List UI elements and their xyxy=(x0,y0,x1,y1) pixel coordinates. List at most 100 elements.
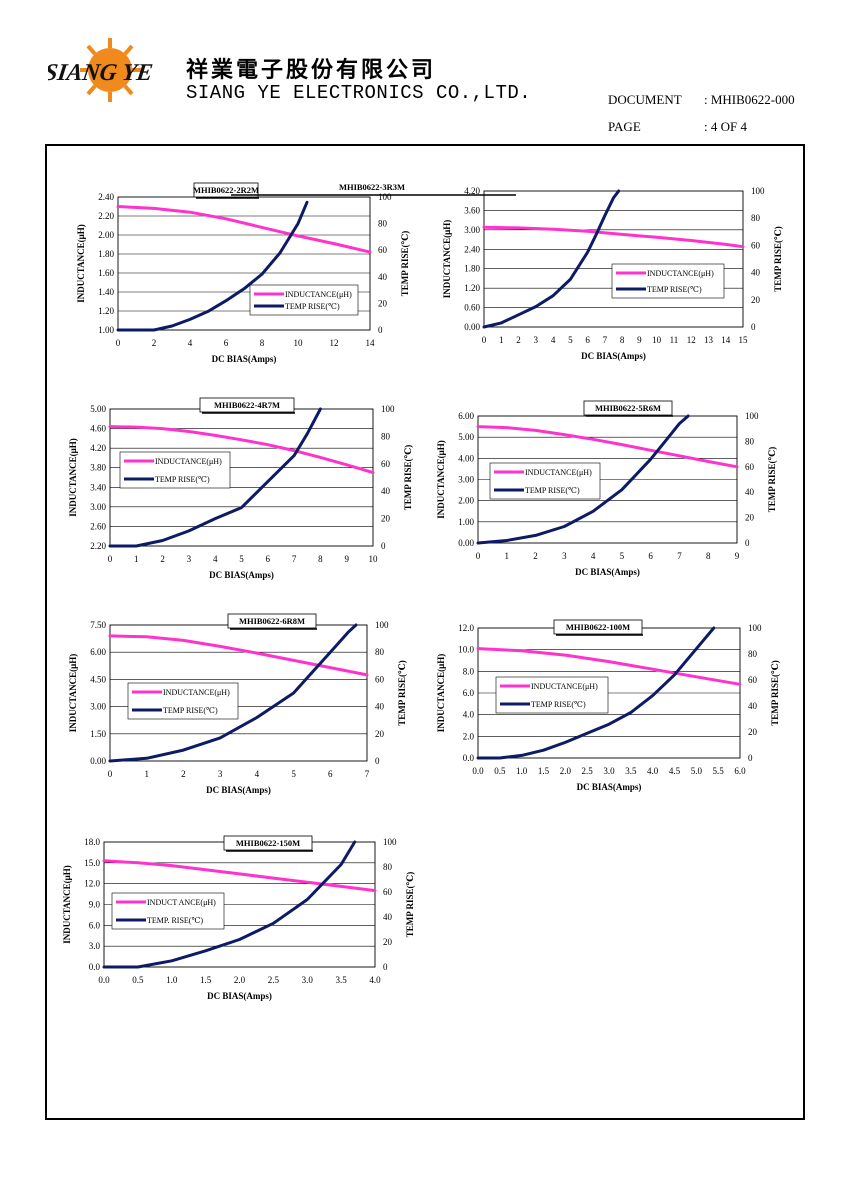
siang-ye-logo: SIANG YE xyxy=(48,38,154,102)
y2-tick-label: 20 xyxy=(378,298,388,308)
y2-tick-label: 0 xyxy=(751,322,756,332)
company-name-chinese: 祥業電子股份有限公司 xyxy=(186,58,437,83)
y2-axis-label: TEMP RISE(℃) xyxy=(767,447,777,513)
y2-tick-label: 60 xyxy=(378,245,388,255)
x-tick-label: 8 xyxy=(706,551,711,561)
y-tick-label: 10.0 xyxy=(458,645,474,655)
y-tick-label: 1.80 xyxy=(464,264,480,274)
x-tick-label: 3 xyxy=(562,551,567,561)
page-info: PAGE: 4 OF 4 xyxy=(608,119,747,135)
chart-title: MHIB0622-100M xyxy=(566,622,630,632)
x-tick-label: 4 xyxy=(551,335,556,345)
legend-label-inductance: INDUCTANCE(μH) xyxy=(525,468,592,477)
x-tick-label: 4 xyxy=(255,769,260,779)
x-tick-label: 5.5 xyxy=(713,766,725,776)
chart-title: MHIB0622-3R3M xyxy=(339,182,405,192)
y2-tick-label: 20 xyxy=(375,729,385,739)
x-tick-label: 6.0 xyxy=(734,766,746,776)
inductance-series-line xyxy=(108,634,369,677)
y2-tick-label: 40 xyxy=(745,487,755,497)
legend-box xyxy=(127,682,239,720)
legend-label-inductance: INDUCTANCE(μH) xyxy=(647,269,714,278)
y-tick-label: 2.40 xyxy=(464,244,480,254)
x-tick-label: 4.5 xyxy=(669,766,681,776)
legend-label-temp: TEMP RISE(℃) xyxy=(155,475,210,484)
y2-tick-label: 100 xyxy=(381,404,395,414)
legend-label-temp: TEMP RISE(℃) xyxy=(647,285,702,294)
legend-label-inductance: INDUCTANCE(μH) xyxy=(155,457,222,466)
x-tick-label: 3.0 xyxy=(603,766,615,776)
y-tick-label: 3.00 xyxy=(90,502,106,512)
y-tick-label: 2.00 xyxy=(458,496,474,506)
y-tick-label: 3.0 xyxy=(89,941,101,951)
legend-label-temp: TEMP RISE(℃) xyxy=(525,486,580,495)
legend-box xyxy=(111,892,225,930)
x-tick-label: 1.5 xyxy=(538,766,550,776)
y-tick-label: 0.00 xyxy=(458,538,474,548)
y2-axis-label: TEMP RISE(℃) xyxy=(405,872,415,938)
y-tick-label: 4.20 xyxy=(464,186,480,196)
inductance-series-line xyxy=(102,859,377,893)
legend-label-temp: TEMP RISE(℃) xyxy=(285,302,340,311)
x-tick-label: 2.0 xyxy=(234,975,246,985)
y-tick-label: 2.60 xyxy=(90,521,106,531)
y2-tick-label: 40 xyxy=(375,702,385,712)
chart-title-box xyxy=(583,400,673,416)
x-tick-label: 0.0 xyxy=(98,975,110,985)
page-label: PAGE xyxy=(608,119,641,134)
y2-tick-label: 0 xyxy=(383,962,388,972)
x-axis-label: DC BIAS(Amps) xyxy=(575,567,640,577)
y-tick-label: 0.0 xyxy=(89,962,101,972)
y-tick-label: 4.60 xyxy=(90,424,106,434)
x-tick-label: 7 xyxy=(365,769,370,779)
x-tick-label: 4 xyxy=(213,554,218,564)
x-tick-label: 0.5 xyxy=(494,766,506,776)
x-tick-label: 1 xyxy=(499,335,504,345)
x-tick-label: 6 xyxy=(585,335,590,345)
y2-tick-label: 60 xyxy=(383,887,393,897)
y2-tick-label: 60 xyxy=(751,240,761,250)
y2-tick-label: 100 xyxy=(745,411,759,421)
y2-tick-label: 40 xyxy=(381,486,391,496)
x-tick-label: 0 xyxy=(108,769,113,779)
y-tick-label: 3.00 xyxy=(464,225,480,235)
x-tick-label: 1 xyxy=(144,769,149,779)
chart-frame xyxy=(45,144,805,1120)
inductance-series-line xyxy=(482,225,745,249)
inductance-series-line xyxy=(476,647,742,686)
legend-label-temp: TEMP. RISE(℃) xyxy=(147,916,203,925)
x-axis-label: DC BIAS(Amps) xyxy=(577,782,642,792)
chart-title-box xyxy=(227,613,317,629)
y2-tick-label: 40 xyxy=(748,701,758,711)
y2-tick-label: 0 xyxy=(375,756,380,766)
legend-box xyxy=(489,462,601,500)
x-tick-label: 7 xyxy=(603,335,608,345)
document-info: DOCUMENT: MHIB0622-000 xyxy=(608,92,795,108)
x-tick-label: 3 xyxy=(187,554,192,564)
x-tick-label: 3 xyxy=(534,335,539,345)
y2-tick-label: 40 xyxy=(378,272,388,282)
inductance-series-line xyxy=(108,425,375,475)
y-tick-label: 9.0 xyxy=(89,900,101,910)
x-tick-label: 4.0 xyxy=(647,766,659,776)
y2-tick-label: 20 xyxy=(381,514,391,524)
y-tick-label: 3.80 xyxy=(90,463,106,473)
y2-axis-label: TEMP RISE(℃) xyxy=(400,231,410,297)
x-axis-label: DC BIAS(Amps) xyxy=(209,570,274,580)
x-tick-label: 14 xyxy=(721,335,731,345)
chart-mhib0622-5r6m: 0.001.002.003.004.005.006.00020406080100… xyxy=(436,400,777,577)
company-name-english: SIANG YE ELECTRONICS CO.,LTD. xyxy=(186,82,532,104)
x-tick-label: 0 xyxy=(108,554,113,564)
y-tick-label: 4.20 xyxy=(90,443,106,453)
x-tick-label: 8 xyxy=(318,554,323,564)
temp-rise-series-line xyxy=(476,626,716,760)
chart-title: MHIB0622-6R8M xyxy=(239,616,305,626)
y2-tick-label: 100 xyxy=(748,623,762,633)
x-tick-label: 3 xyxy=(218,769,223,779)
y2-tick-label: 20 xyxy=(745,513,755,523)
x-tick-label: 1.0 xyxy=(166,975,178,985)
y-tick-label: 2.20 xyxy=(90,541,106,551)
temp-rise-series-line xyxy=(108,623,358,763)
x-tick-label: 7 xyxy=(677,551,682,561)
